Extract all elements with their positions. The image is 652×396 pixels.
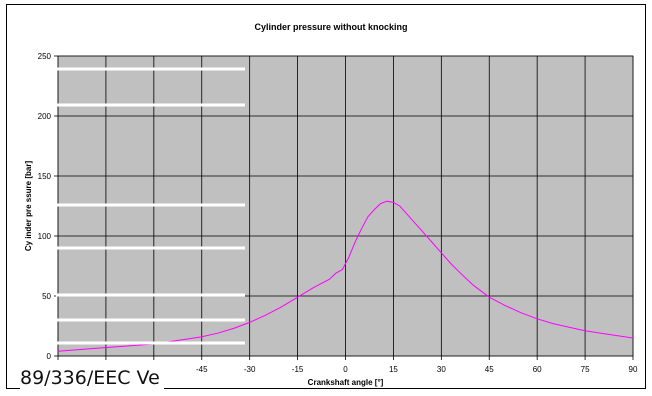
x-tick-label: -30 (244, 365, 256, 374)
white-overlay-bars (56, 67, 245, 345)
y-tick-label: 0 (47, 352, 52, 361)
cylinder-pressure-curve (57, 200, 634, 352)
white-bar (56, 293, 245, 297)
x-axis-label: Crankshaft angle [°] (308, 378, 384, 387)
white-bar (56, 103, 245, 107)
y-tick-label: 100 (38, 232, 52, 241)
y-tick-label: 200 (38, 112, 52, 121)
y-tick-label: 150 (38, 172, 52, 181)
white-bar (56, 318, 245, 322)
overlay-caption: 89/336/EEC Ve (20, 366, 164, 390)
y-tick-label: 50 (42, 292, 51, 301)
x-tick-label: 0 (343, 365, 348, 374)
x-tick-label: -45 (196, 365, 208, 374)
x-tick-label: 15 (389, 365, 398, 374)
x-tick-label: 75 (581, 365, 590, 374)
white-bar (56, 67, 245, 71)
chart-title: Cylinder pressure without knocking (254, 22, 407, 32)
y-axis-label: Cy inder pre ssure [bar] (24, 161, 33, 252)
white-bar (56, 203, 245, 207)
white-bar (56, 341, 245, 345)
x-tick-label: -15 (292, 365, 304, 374)
y-tick-label: 250 (38, 52, 52, 61)
white-bar (56, 246, 245, 250)
chart: Cylinder pressure without knocking 0 50 10… (24, 22, 638, 387)
y-axis-ticks: 0 50 100 150 200 250 (38, 52, 58, 361)
x-tick-label: 60 (533, 365, 542, 374)
chart-frame: Cylinder pressure without knocking 0 50 10… (6, 4, 646, 389)
x-tick-label: 45 (485, 365, 494, 374)
x-tick-label: 30 (437, 365, 446, 374)
x-tick-label: 90 (629, 365, 638, 374)
